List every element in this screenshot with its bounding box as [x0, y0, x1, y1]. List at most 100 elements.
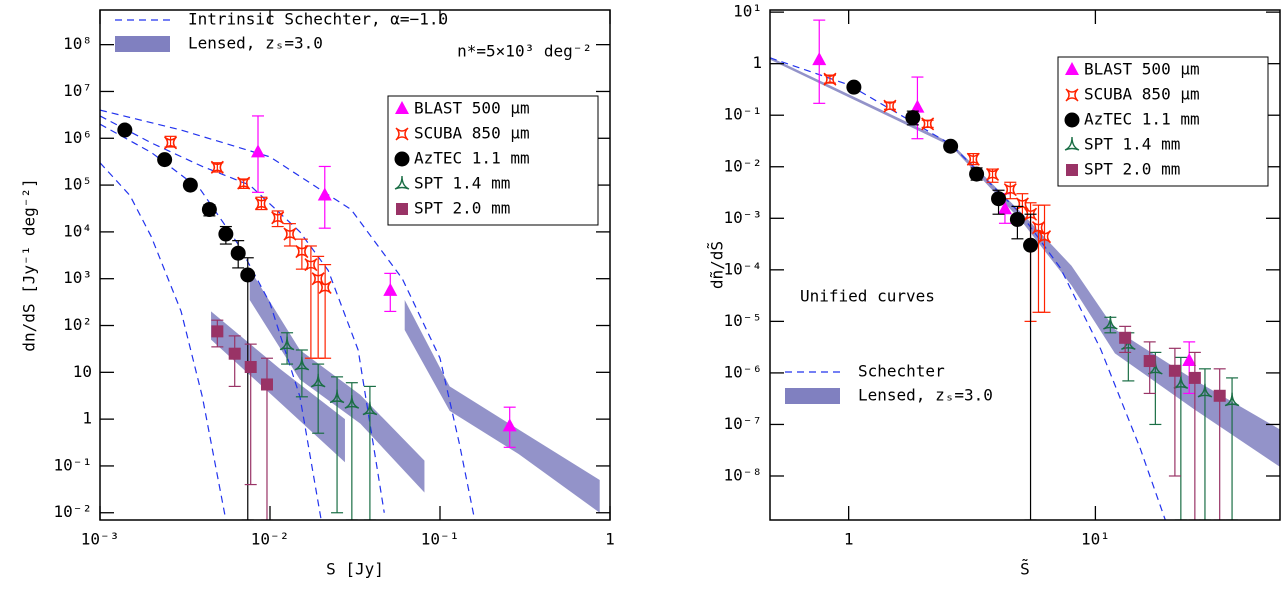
marker [383, 282, 398, 296]
legend-label: Intrinsic Schechter, α=−1.0 [188, 10, 448, 29]
marker [1188, 371, 1201, 384]
x-tick-label: 10¹ [1081, 530, 1110, 549]
legend-band [115, 36, 170, 52]
legend-label: BLAST 500 μm [1084, 60, 1200, 79]
marker [1148, 360, 1163, 375]
marker [283, 227, 297, 241]
marker [157, 152, 173, 168]
marker [395, 127, 409, 141]
marker [1066, 164, 1078, 176]
marker [244, 360, 257, 373]
marker [921, 117, 935, 131]
marker [201, 202, 217, 218]
y-tick-label: 10⁵ [63, 175, 92, 194]
marker [228, 347, 241, 360]
y-tick-label: 10⁻⁸ [723, 465, 762, 484]
y-tick-label: 10⁻¹ [723, 105, 762, 124]
marker [502, 418, 517, 432]
marker [1023, 237, 1039, 253]
marker [997, 201, 1012, 215]
y-tick-label: 1 [82, 409, 92, 428]
marker [251, 144, 266, 158]
marker [396, 203, 408, 215]
marker [1037, 230, 1052, 244]
marker [260, 378, 273, 391]
marker [117, 122, 133, 138]
plot-area [100, 109, 600, 520]
y-tick-label: 10⁶ [63, 128, 92, 147]
y-tick-label: 10⁻² [723, 156, 762, 175]
marker [395, 101, 409, 114]
legend-label: Lensed, zₛ=3.0 [858, 386, 993, 405]
schechter-curve [770, 57, 1166, 520]
marker [966, 152, 980, 166]
x-axis-label: S [Jy] [326, 560, 384, 579]
annotation: Unified curves [800, 287, 935, 306]
legend-label: AzTEC 1.1 mm [414, 149, 530, 168]
schechter-curve [100, 123, 322, 520]
schechter-curve [100, 162, 227, 520]
y-tick-label: 10⁸ [63, 34, 92, 53]
marker [1182, 353, 1197, 367]
marker [1213, 389, 1226, 402]
marker [1065, 62, 1079, 75]
x-tick-label: 1 [605, 530, 615, 549]
marker [1173, 375, 1189, 389]
marker [218, 226, 234, 242]
marker [1065, 88, 1079, 102]
y-tick-label: 10⁻¹ [53, 455, 92, 474]
y-axis-label: dñ/dS̃ [708, 241, 727, 289]
schechter-curve [100, 115, 385, 513]
legend-label: SPT 2.0 mm [1084, 160, 1180, 179]
legend-label: SCUBA 850 μm [1084, 85, 1200, 104]
annotation: n*=5×10³ deg⁻² [457, 42, 592, 61]
marker [317, 187, 332, 201]
marker [910, 99, 925, 113]
marker [846, 79, 862, 95]
marker [211, 325, 224, 338]
y-tick-label: 10⁻⁴ [723, 259, 762, 278]
marker [991, 191, 1007, 207]
y-tick-label: 10⁻⁵ [723, 311, 762, 330]
y-tick-label: 10² [63, 315, 92, 334]
y-tick-label: 10⁴ [63, 221, 92, 240]
marker [310, 373, 326, 388]
marker [943, 138, 959, 154]
y-tick-label: 10³ [63, 268, 92, 287]
legend-label: BLAST 500 μm [414, 99, 530, 118]
x-tick-label: 1 [844, 530, 854, 549]
x-axis-label: S̃ [1020, 560, 1030, 579]
marker [210, 160, 224, 174]
marker [905, 110, 921, 126]
y-tick-label: 10⁻² [53, 502, 92, 521]
y-tick-label: 10⁻⁶ [723, 362, 762, 381]
marker [271, 211, 285, 225]
x-tick-label: 10⁻³ [81, 530, 120, 549]
legend-label: SPT 1.4 mm [414, 174, 510, 193]
marker [1224, 392, 1240, 407]
legend-label: SPT 2.0 mm [414, 199, 510, 218]
lensed-band [211, 311, 345, 463]
lensed-band [404, 300, 600, 513]
marker [812, 52, 827, 66]
legend-box [387, 95, 599, 226]
marker [394, 175, 410, 190]
marker [254, 197, 268, 211]
y-tick-label: 10 [73, 362, 92, 381]
marker [883, 99, 897, 113]
marker [1064, 136, 1080, 151]
y-tick-label: 10⁻⁷ [723, 414, 762, 433]
marker [1168, 364, 1181, 377]
x-tick-label: 10⁻² [251, 530, 290, 549]
marker [1103, 315, 1118, 330]
legend-label: SPT 1.4 mm [1084, 135, 1180, 154]
y-axis-label: dn/dS [Jy⁻¹ deg⁻²] [20, 178, 39, 351]
schechter-curve [100, 109, 476, 520]
marker [329, 389, 345, 404]
plot-frame [99, 9, 611, 521]
y-tick-label: 10⁷ [63, 81, 92, 100]
marker [1009, 211, 1025, 227]
marker [1119, 331, 1132, 344]
marker [344, 395, 360, 409]
marker [823, 72, 837, 86]
